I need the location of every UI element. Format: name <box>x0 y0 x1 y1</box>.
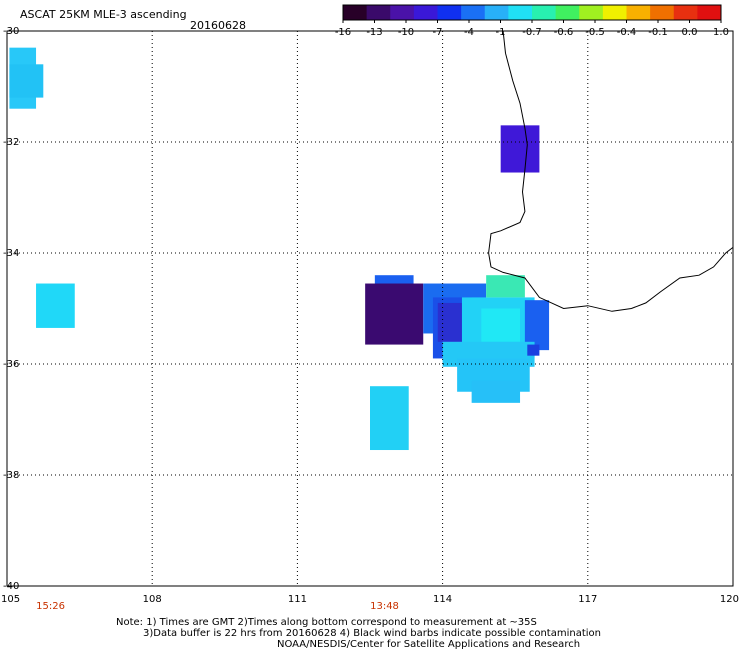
colorbar: -16 -13 -10 -7 -4 -1 -0.7 -0.6 -0.5 -0.4 -0.1 0.0 1.… <box>335 4 729 38</box>
pass-time-label: 13:48 <box>370 601 399 612</box>
colorbar-label: 0.0 <box>682 27 698 38</box>
lat-label: -30 <box>3 26 19 37</box>
lon-label: 117 <box>578 594 597 605</box>
colorbar-swatch <box>602 5 627 20</box>
lat-label: -34 <box>3 248 19 259</box>
colorbar-swatch <box>461 5 486 20</box>
axis-labels: -30 -32 -34 -36 -38 -40 105 108 111 114 117 120 15:2… <box>1 26 739 612</box>
colorbar-swatch <box>437 5 462 20</box>
colorbar-label: -7 <box>433 27 443 38</box>
wind-cell <box>500 125 540 173</box>
lat-label: -36 <box>3 359 19 370</box>
colorbar-label: -4 <box>464 27 474 38</box>
colorbar-label: -0.4 <box>617 27 637 38</box>
pass-time-label: 15:26 <box>36 601 65 612</box>
lat-label: -40 <box>3 581 19 592</box>
colorbar-label: -0.7 <box>522 27 542 38</box>
wind-cell <box>370 386 409 451</box>
note-line-1: Note: 1) Times are GMT 2)Times along bot… <box>116 617 537 628</box>
colorbar-label: -1 <box>496 27 506 38</box>
wind-cell <box>437 302 462 342</box>
wind-cell <box>365 283 424 345</box>
colorbar-label: 1.0 <box>713 27 729 38</box>
lon-label: 111 <box>288 594 307 605</box>
colorbar-swatch <box>508 5 533 20</box>
lon-label: 105 <box>1 594 20 605</box>
colorbar-label: -0.6 <box>554 27 574 38</box>
wind-cell <box>481 308 521 342</box>
colorbar-label: -10 <box>398 27 414 38</box>
colorbar-swatch <box>532 5 557 20</box>
colorbar-swatch <box>697 5 722 20</box>
colorbar-swatch <box>484 5 509 20</box>
colorbar-swatch <box>366 5 391 20</box>
colorbar-swatch <box>579 5 604 20</box>
lat-label: -32 <box>3 137 19 148</box>
lon-label: 120 <box>720 594 739 605</box>
wind-cell <box>9 64 44 98</box>
product-title: ASCAT 25KM MLE-3 ascending <box>20 8 187 21</box>
colorbar-swatch <box>650 5 675 20</box>
colorbar-label: -16 <box>335 27 351 38</box>
wind-cell <box>527 344 540 356</box>
colorbar-label: -0.5 <box>585 27 605 38</box>
colorbar-swatch <box>555 5 580 20</box>
wind-cells <box>9 47 550 451</box>
colorbar-swatch <box>673 5 698 20</box>
lon-label: 108 <box>143 594 162 605</box>
grid-lines <box>7 31 733 586</box>
note-line-3: NOAA/NESDIS/Center for Satellite Applica… <box>277 639 581 650</box>
colorbar-label: -13 <box>366 27 382 38</box>
note-line-2: 3)Data buffer is 22 hrs from 20160628 4)… <box>143 628 601 639</box>
coastline <box>488 30 734 312</box>
colorbar-swatch <box>343 5 368 20</box>
lat-label: -38 <box>3 470 19 481</box>
colorbar-swatch <box>413 5 438 20</box>
map-frame <box>6 30 734 587</box>
wind-cell <box>36 283 75 328</box>
lon-label: 114 <box>433 594 452 605</box>
wind-cell <box>471 380 521 403</box>
colorbar-label: -0.1 <box>648 27 668 38</box>
product-date: 20160628 <box>190 19 246 32</box>
colorbar-swatch <box>626 5 651 20</box>
wind-cell <box>486 275 525 298</box>
colorbar-swatch <box>390 5 415 20</box>
